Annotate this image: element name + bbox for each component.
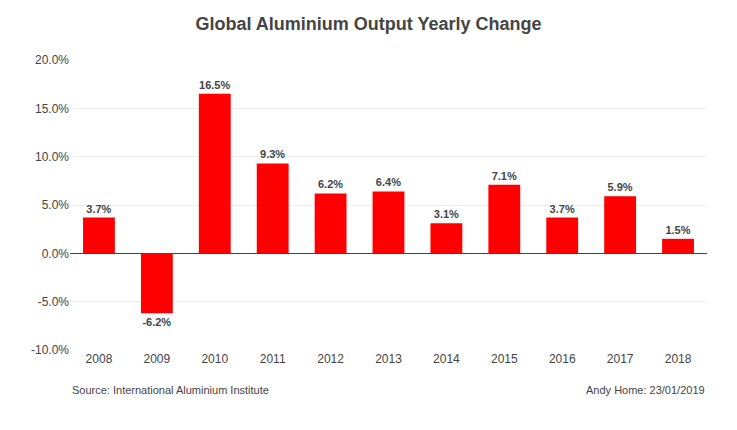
svg-text:5.0%: 5.0%	[42, 198, 70, 212]
svg-text:2012: 2012	[317, 352, 344, 366]
svg-text:10.0%: 10.0%	[35, 150, 69, 164]
svg-text:3.7%: 3.7%	[550, 203, 575, 215]
svg-text:2018: 2018	[665, 352, 692, 366]
svg-text:3.7%: 3.7%	[86, 203, 111, 215]
svg-text:2008: 2008	[86, 352, 113, 366]
svg-text:-5.0%: -5.0%	[38, 295, 70, 309]
svg-text:2009: 2009	[144, 352, 171, 366]
svg-text:2017: 2017	[607, 352, 634, 366]
svg-text:Andy Home: 23/01/2019: Andy Home: 23/01/2019	[586, 384, 705, 396]
svg-text:Source: International Aluminiu: Source: International Aluminium Institut…	[72, 384, 269, 396]
svg-text:-6.2%: -6.2%	[142, 316, 171, 328]
svg-text:16.5%: 16.5%	[199, 79, 230, 91]
svg-text:20.0%: 20.0%	[35, 53, 69, 67]
svg-text:2014: 2014	[433, 352, 460, 366]
svg-text:6.4%: 6.4%	[376, 176, 401, 188]
svg-text:2016: 2016	[549, 352, 576, 366]
svg-text:2011: 2011	[260, 352, 286, 366]
svg-text:1.5%: 1.5%	[665, 224, 690, 236]
svg-text:5.9%: 5.9%	[607, 181, 632, 193]
svg-text:6.2%: 6.2%	[318, 178, 343, 190]
svg-text:2015: 2015	[491, 352, 518, 366]
svg-text:Global Aluminium Output Yearly: Global Aluminium Output Yearly Change	[195, 14, 541, 34]
svg-text:2010: 2010	[201, 352, 228, 366]
svg-text:15.0%: 15.0%	[35, 102, 69, 116]
svg-text:0.0%: 0.0%	[42, 247, 70, 261]
svg-text:2013: 2013	[375, 352, 402, 366]
svg-text:7.1%: 7.1%	[492, 170, 517, 182]
svg-text:-10.0%: -10.0%	[31, 343, 69, 357]
svg-text:9.3%: 9.3%	[260, 148, 285, 160]
svg-text:3.1%: 3.1%	[434, 208, 459, 220]
